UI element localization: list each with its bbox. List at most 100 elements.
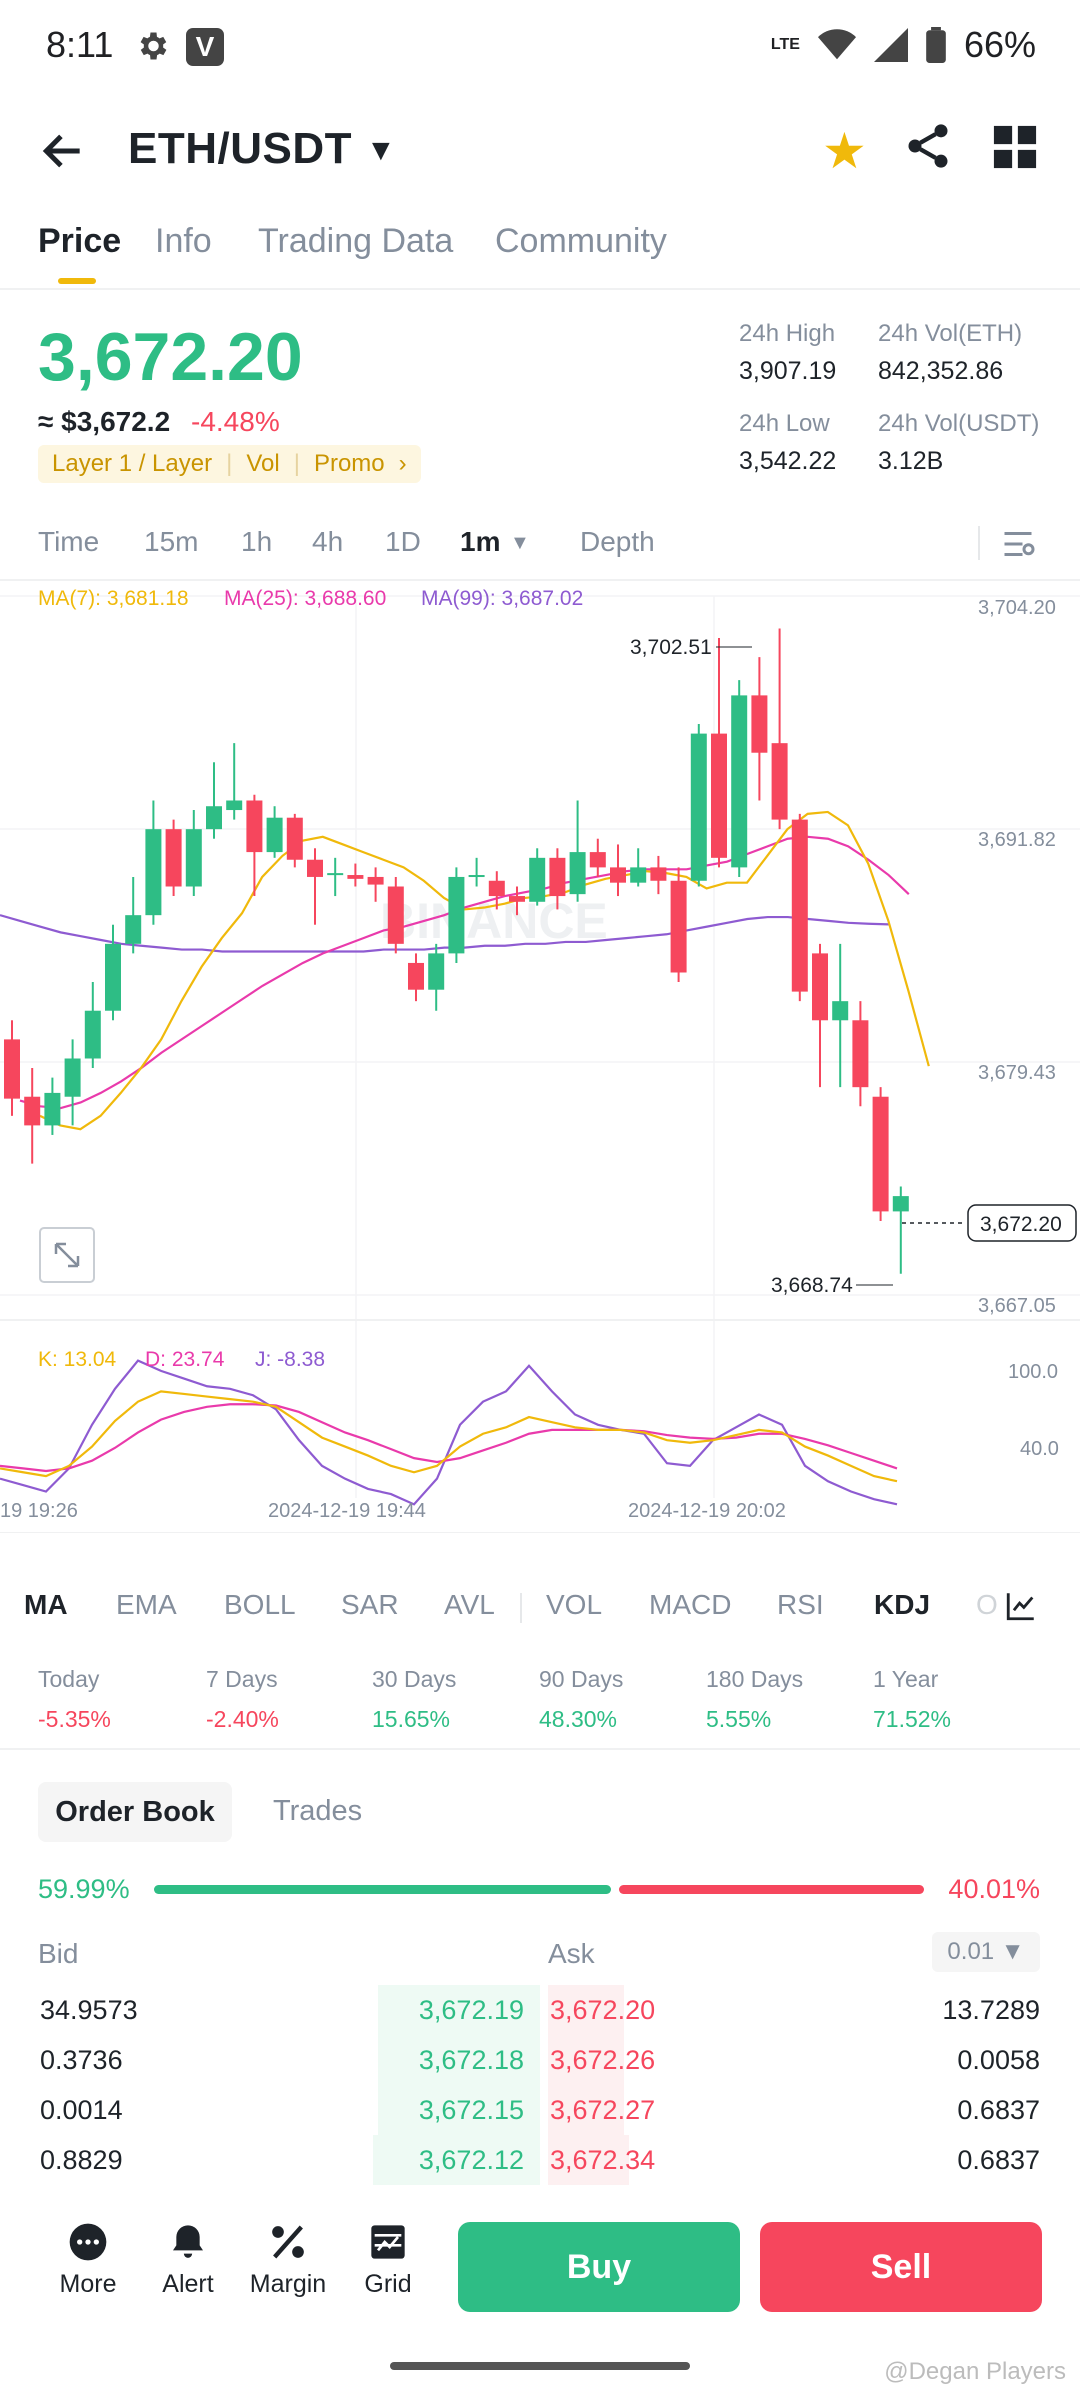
tab-price[interactable]: Price: [38, 222, 122, 260]
ask-header: Ask: [548, 1938, 595, 1969]
interval-4h[interactable]: 4h: [312, 526, 344, 557]
candle-body: [24, 1096, 41, 1126]
last-price: 3,672.20: [38, 319, 303, 395]
kdj-k-line: [0, 1390, 898, 1483]
ma7-line: [39, 810, 930, 1131]
bid-depth-bar: [372, 2135, 540, 2185]
alert-button[interactable]: Alert: [143, 2222, 233, 2299]
home-indicator[interactable]: [390, 2362, 690, 2370]
interval-1h[interactable]: 1h: [241, 526, 273, 557]
indicator-sar[interactable]: SAR: [341, 1589, 399, 1620]
tab-order-book[interactable]: Order Book: [38, 1782, 232, 1842]
chevron-right-icon[interactable]: ›: [398, 450, 407, 477]
price-chart[interactable]: BINANCE MA(7): 3,681.18 MA(25): 3,688.60…: [0, 578, 1080, 1533]
kdj-j-legend: J: -8.38: [255, 1348, 325, 1371]
candle-body: [125, 915, 142, 944]
tag-vol[interactable]: Vol: [246, 450, 280, 477]
indicator-obv[interactable]: O: [976, 1589, 998, 1620]
ma99-line: [0, 914, 889, 953]
indicator-kdj[interactable]: KDJ: [874, 1589, 931, 1620]
share-icon[interactable]: [902, 120, 954, 172]
order-book-row[interactable]: 34.9573 3,672.19 3,672.20 13.7289: [0, 1985, 1080, 2035]
perf-value: 48.30%: [539, 1706, 618, 1732]
order-book-row[interactable]: 0.3736 3,672.18 3,672.26 0.0058: [0, 2035, 1080, 2085]
candle-body: [549, 857, 566, 897]
kdj-d-line: [0, 1403, 898, 1473]
candle-body: [4, 1039, 20, 1099]
alert-label: Alert: [162, 2270, 214, 2298]
chart-settings-icon[interactable]: [1000, 526, 1036, 562]
indicator-vol[interactable]: VOL: [546, 1589, 603, 1620]
indicator-avl[interactable]: AVL: [444, 1589, 495, 1620]
grid-menu-icon[interactable]: [992, 124, 1038, 170]
grid-button[interactable]: Grid: [343, 2222, 433, 2299]
sell-button[interactable]: Sell: [760, 2222, 1042, 2312]
back-arrow-icon[interactable]: [38, 126, 88, 176]
interval-1m[interactable]: 1m: [460, 526, 501, 557]
tag-promo[interactable]: Promo: [313, 450, 385, 477]
tag-bar[interactable]: Layer 1 / Layer | Vol | Promo ›: [38, 445, 421, 483]
bid-qty: 0.8829: [40, 2145, 123, 2175]
candle-body: [872, 1096, 889, 1212]
tab-trading-data[interactable]: Trading Data: [258, 222, 454, 260]
indicator-ema[interactable]: EMA: [116, 1589, 177, 1620]
candle-body: [165, 829, 182, 887]
low-value: 3,542.22: [739, 447, 837, 475]
current-price-tag: 3,672.20: [980, 1213, 1062, 1236]
indicator-rsi[interactable]: RSI: [777, 1589, 824, 1620]
kdj-lines: [0, 1359, 898, 1506]
bid-price: 3,672.15: [418, 2095, 524, 2125]
price-usd: ≈ $3,672.2: [38, 406, 171, 437]
ask-depth-bar: [548, 2035, 624, 2085]
bid-qty: 0.3736: [40, 2045, 123, 2075]
tab-trades[interactable]: Trades: [273, 1795, 363, 1827]
status-time: 8:11: [46, 24, 114, 65]
margin-button[interactable]: Margin: [243, 2222, 333, 2299]
buy-button[interactable]: Buy: [458, 2222, 740, 2312]
tab-info[interactable]: Info: [155, 222, 212, 260]
candle-body: [711, 733, 727, 858]
interval-time[interactable]: Time: [38, 526, 100, 557]
expand-icon[interactable]: [39, 1227, 95, 1283]
order-book-row[interactable]: 0.8829 3,672.12 3,672.34 0.6837: [0, 2135, 1080, 2185]
tag-layer[interactable]: Layer 1 / Layer: [52, 450, 213, 477]
tab-community[interactable]: Community: [495, 222, 667, 260]
candle-body: [347, 875, 364, 879]
caret-down-icon[interactable]: ▼: [510, 532, 530, 554]
pair-title[interactable]: ETH/USDT: [128, 124, 352, 173]
ask-depth-bar: [548, 2135, 629, 2185]
more-button[interactable]: More: [43, 2222, 133, 2299]
bid-qty: 0.0014: [40, 2095, 123, 2125]
bid-price: 3,672.19: [418, 1995, 524, 2025]
candle-body: [690, 733, 707, 881]
caret-down-icon[interactable]: ▼: [366, 134, 396, 167]
status-bar: 8:11 V LTE 66%: [0, 0, 1080, 96]
order-book-row[interactable]: 0.0014 3,672.15 3,672.27 0.6837: [0, 2085, 1080, 2135]
kdj-y-tick: 100.0: [1008, 1361, 1058, 1383]
candle-body: [589, 852, 606, 868]
ask-depth-bar: [548, 1985, 624, 2035]
perf-value: -5.35%: [38, 1706, 111, 1732]
candle-body: [408, 962, 424, 990]
tab-underline: [58, 278, 96, 284]
candle-body: [428, 953, 445, 990]
bid-ratio: 59.99%: [38, 1874, 130, 1904]
interval-15m[interactable]: 15m: [144, 526, 199, 557]
tag-divider: |: [226, 450, 233, 477]
bid-depth-bar: [378, 2035, 540, 2085]
vol-usdt-value: 3.12B: [878, 447, 944, 475]
bid-header: Bid: [38, 1938, 79, 1969]
ask-price: 3,672.34: [550, 2145, 656, 2175]
indicator-macd[interactable]: MACD: [649, 1589, 732, 1620]
indicator-boll[interactable]: BOLL: [224, 1589, 296, 1620]
ask-ratio-bar: [619, 1885, 924, 1894]
star-icon[interactable]: ★: [822, 123, 867, 179]
interval-depth[interactable]: Depth: [580, 526, 655, 557]
candle-body: [145, 829, 162, 916]
precision-select[interactable]: 0.01 ▼: [932, 1932, 1040, 1972]
indicator-settings-icon[interactable]: [1004, 1589, 1038, 1623]
ask-depth-bar: [548, 2085, 624, 2135]
interval-1d[interactable]: 1D: [385, 526, 421, 557]
indicator-ma[interactable]: MA: [24, 1589, 68, 1620]
status-icons: LTE 66%: [771, 24, 1036, 66]
